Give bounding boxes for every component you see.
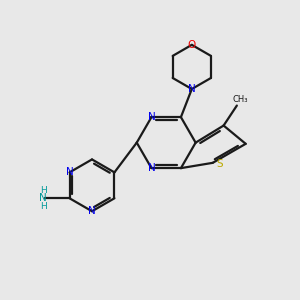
Text: CH₃: CH₃ xyxy=(232,94,248,103)
Text: N: N xyxy=(39,193,47,203)
Text: N: N xyxy=(148,163,155,173)
Text: H: H xyxy=(40,185,46,194)
Text: N: N xyxy=(188,84,196,94)
Text: N: N xyxy=(88,206,96,216)
Text: S: S xyxy=(216,159,223,169)
Text: N: N xyxy=(66,167,74,177)
Text: N: N xyxy=(148,112,155,122)
Text: O: O xyxy=(188,40,196,50)
Text: H: H xyxy=(40,202,46,211)
